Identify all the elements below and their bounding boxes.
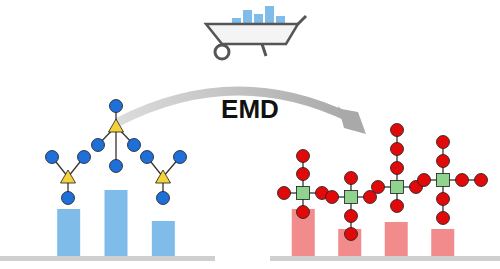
- svg-text:EMD: EMD: [221, 94, 279, 124]
